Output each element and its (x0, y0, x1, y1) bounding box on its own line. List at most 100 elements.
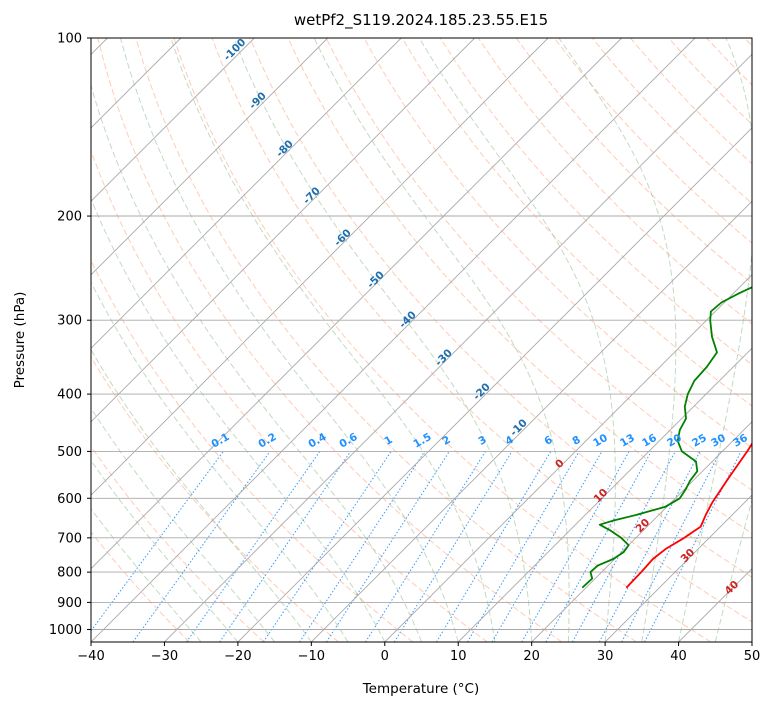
dry-adiabat-label: -50 (365, 269, 387, 291)
moist-adiabat-line (91, 459, 239, 642)
dry-adiabat-line (91, 259, 414, 642)
mixing-ratio-line (262, 451, 392, 642)
dry-adiabat-line (97, 38, 563, 642)
mixing-ratio-line (571, 451, 676, 642)
isotherm-line (237, 127, 752, 642)
x-tick-label: −10 (298, 649, 325, 664)
chart-title: wetPf2_S119.2024.185.23.55.E15 (294, 11, 548, 30)
y-tick-label: 300 (57, 314, 82, 329)
dry-adiabat-line (135, 38, 637, 642)
mixing-ratio-line (545, 451, 652, 642)
mixing-ratio-label: 0.4 (306, 431, 328, 451)
y-tick-label: 900 (57, 596, 82, 611)
dry-adiabat-line (173, 38, 712, 642)
y-tick-label: 800 (57, 566, 82, 581)
dry-adiabat-line (439, 38, 752, 366)
x-tick-label: 20 (523, 649, 540, 664)
isotherm-line (91, 38, 549, 496)
dry-adiabat-line (706, 38, 752, 86)
mixing-ratio-label: 16 (640, 432, 659, 450)
moist-adiabat-line (678, 38, 752, 642)
dry-adiabat-label: -30 (433, 347, 455, 369)
dewpoint-profile-line (581, 286, 752, 589)
dry-adiabat-line (91, 355, 339, 642)
moist-adiabat-line (91, 197, 386, 642)
y-tick-label: 500 (57, 445, 82, 460)
mixing-ratio-line (491, 451, 603, 642)
dry-adiabat-line (91, 445, 265, 642)
mixing-ratio-label: 3 (476, 434, 488, 448)
mixing-ratio-label: 2 (440, 434, 452, 448)
mixing-ratio-line (132, 451, 271, 642)
dry-adiabat-line (211, 38, 752, 623)
moist-adiabat-line (418, 38, 616, 642)
wet-adiabat-label: 30 (678, 546, 697, 565)
mixing-ratio-line (466, 451, 580, 642)
mixing-ratio-line (219, 451, 352, 642)
dry-adiabat-label: -20 (471, 381, 493, 403)
moist-adiabat-line (91, 508, 202, 642)
background-grid (91, 38, 752, 642)
plot-frame (90, 37, 753, 643)
mixing-ratio-label: 13 (618, 432, 637, 450)
mixing-ratio-label: 0.1 (209, 431, 231, 451)
dry-adiabat-label: -10 (508, 417, 530, 439)
mixing-ratio-label: 1.5 (411, 431, 433, 451)
wet-adiabat-label: 40 (722, 578, 741, 597)
dry-adiabat-label: -70 (301, 185, 323, 207)
x-tick-label: 30 (597, 649, 614, 664)
mixing-ratio-label: 10 (591, 432, 610, 450)
dry-adiabat-line (630, 38, 752, 165)
y-axis-label: Pressure (hPa) (12, 292, 28, 389)
dry-adiabat-line (325, 38, 752, 491)
isotherm-line (531, 421, 752, 642)
x-tick-label: −40 (77, 649, 104, 664)
wet-adiabat-label: 0 (553, 457, 567, 471)
wet-adiabat-label: 20 (633, 516, 652, 535)
mixing-ratio-label: 0.6 (337, 431, 359, 451)
dry-adiabat-label: -80 (274, 138, 296, 160)
moist-adiabat-line (313, 38, 570, 642)
dry-adiabat-line (249, 38, 752, 578)
y-tick-label: 400 (57, 388, 82, 403)
isotherm-line (91, 38, 329, 276)
mixing-ratio-line (186, 451, 321, 642)
y-tick-label: 600 (57, 492, 82, 507)
x-tick-label: −30 (151, 649, 178, 664)
isotherm-line (164, 53, 752, 642)
mixing-ratio-line (365, 451, 486, 642)
dry-adiabat-line (91, 149, 488, 642)
x-tick-label: 10 (450, 649, 467, 664)
x-tick-label: 40 (670, 649, 687, 664)
isotherm-line (91, 38, 402, 349)
y-tick-label: 100 (57, 32, 82, 47)
isotherm-line (751, 641, 752, 642)
moist-adiabat-line (233, 38, 533, 642)
moist-adiabat-line (714, 497, 752, 642)
moist-adiabat-line (120, 38, 459, 642)
x-tick-label: −20 (224, 649, 251, 664)
mixing-ratio-line (393, 451, 513, 642)
isotherm-line (91, 38, 476, 423)
mixing-ratio-line (521, 451, 630, 642)
x-tick-label: 50 (744, 649, 761, 664)
isotherm-line (91, 38, 255, 202)
mixing-ratio-line (91, 451, 224, 632)
mixing-ratio-line (621, 451, 721, 642)
dry-adiabat-line (553, 38, 752, 244)
mixing-ratio-line (299, 451, 426, 642)
mixing-ratio-label: 1 (382, 434, 394, 448)
y-tick-label: 200 (57, 210, 82, 225)
moist-adiabat-line (751, 640, 752, 642)
moist-adiabat-line (91, 407, 275, 642)
profile-lines (581, 286, 752, 589)
moist-adiabat-line (91, 281, 349, 642)
x-axis-label: Temperature (°C) (362, 681, 480, 697)
mixing-ratio-label: 30 (709, 432, 728, 450)
moist-adiabat-line (91, 83, 422, 642)
dry-adiabat-label: -100 (221, 36, 248, 63)
moist-adiabat-line (558, 38, 677, 642)
isotherm-line (91, 38, 696, 642)
mixing-ratio-label: 25 (690, 432, 709, 450)
